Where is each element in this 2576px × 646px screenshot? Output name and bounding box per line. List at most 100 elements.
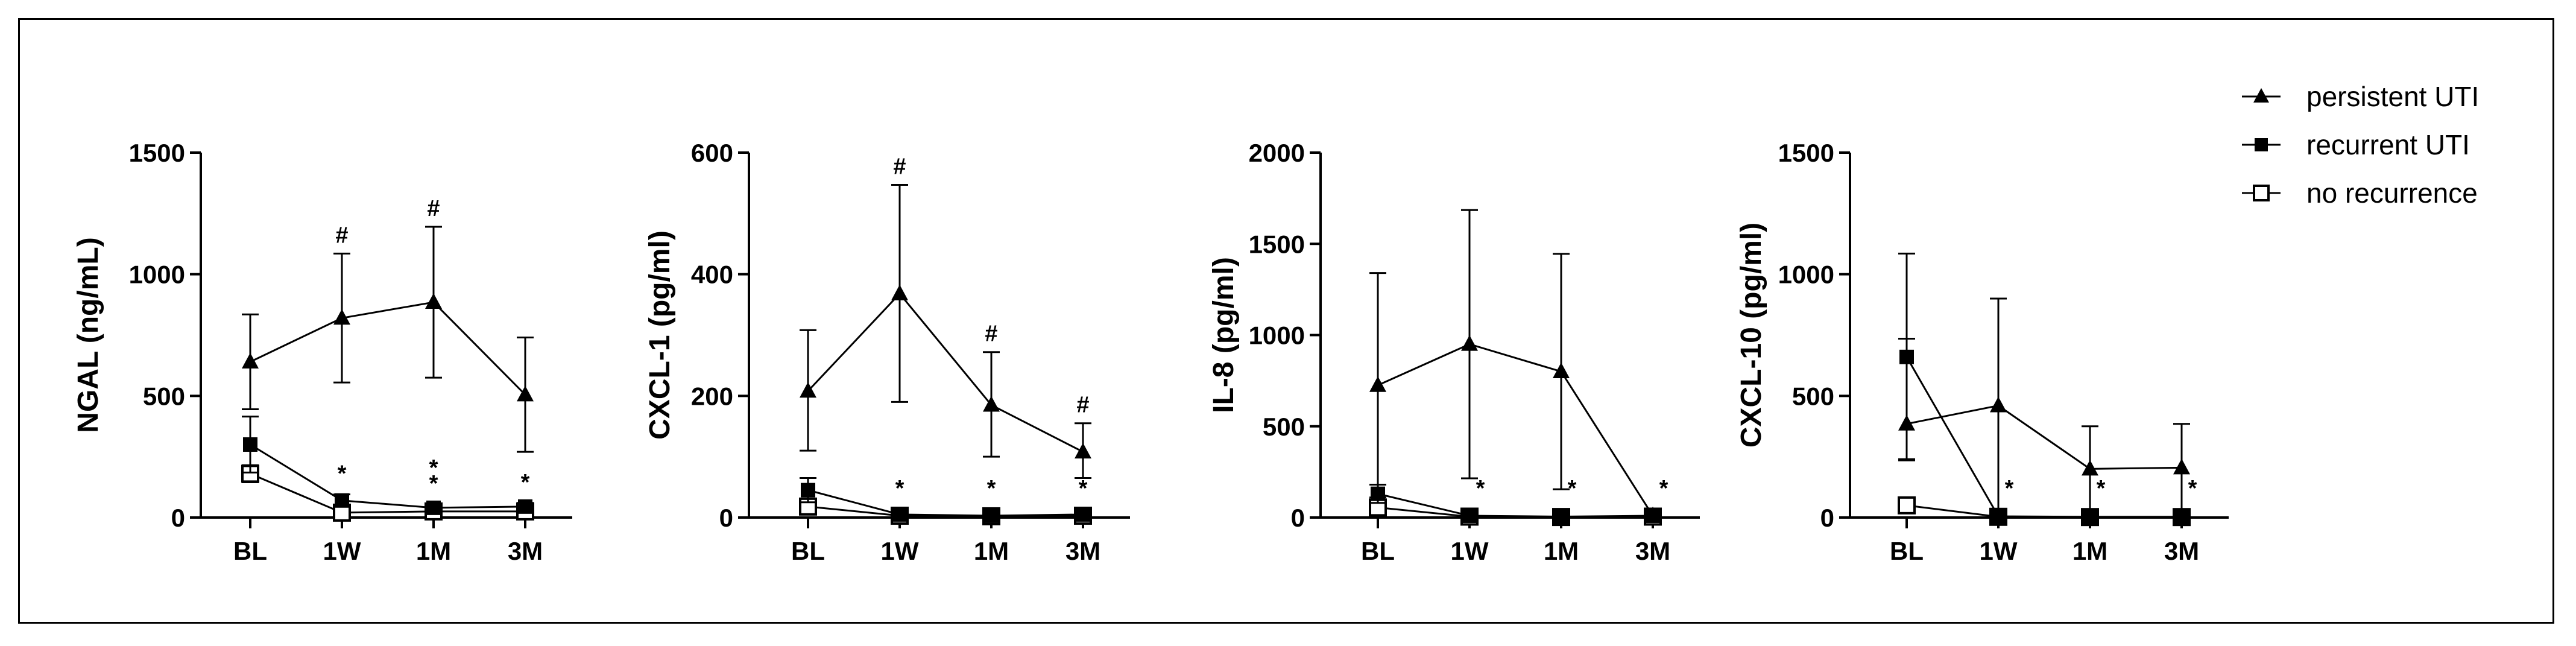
y-axis-title: NGAL (ng/mL)	[72, 237, 104, 432]
asterisk-annotation: *	[2188, 476, 2197, 501]
x-tick-label: 3M	[1065, 537, 1100, 565]
y-tick-label: 500	[1792, 382, 1834, 410]
series-recurrent-uti	[1898, 252, 2189, 524]
x-tick-label: BL	[1890, 537, 1924, 565]
asterisk-annotation: *	[2005, 476, 2014, 501]
x-tick-label: 1W	[881, 537, 919, 565]
legend-item-persistent-uti: persistent UTI	[2242, 81, 2479, 112]
data-point	[1554, 509, 1568, 524]
data-point	[333, 309, 350, 325]
y-tick-label: 0	[171, 504, 185, 532]
x-tick-label: 1W	[323, 537, 361, 565]
data-point	[800, 382, 816, 398]
asterisk-annotation: *	[895, 476, 904, 501]
data-point	[1461, 335, 1478, 351]
hash-annotation: #	[335, 223, 348, 248]
series-persistent-uti	[1898, 297, 2190, 513]
series-recurrent-uti	[800, 477, 1091, 523]
y-tick-label: 1000	[1778, 261, 1834, 289]
x-tick-label: 3M	[508, 537, 543, 565]
series-line	[807, 505, 1084, 518]
y-tick-label: 0	[719, 504, 733, 532]
legend-label: recurrent UTI	[2306, 129, 2470, 160]
data-point	[984, 508, 999, 523]
data-point	[1644, 506, 1661, 522]
y-tick-label: 200	[691, 382, 733, 410]
data-point	[1898, 414, 1915, 431]
data-point	[1369, 376, 1386, 392]
data-point	[983, 396, 1000, 412]
series-no-recurrence	[799, 497, 1092, 525]
data-point	[518, 499, 532, 514]
y-tick-label: 600	[691, 139, 733, 167]
x-tick-label: 1M	[2072, 537, 2107, 565]
data-point	[1990, 396, 2007, 413]
y-tick-label: 1000	[1249, 321, 1305, 350]
x-tick-label: 1M	[1544, 537, 1579, 565]
data-point	[801, 483, 815, 498]
il8-chart-panel: 0 500 1000 1500 2000 BL 1W 1M 3M IL-8 (pg/ml) * * *	[1208, 139, 1700, 565]
hash-annotation: #	[1076, 393, 1089, 418]
data-point	[2082, 460, 2098, 476]
series-line	[1377, 343, 1654, 516]
data-point	[426, 500, 441, 515]
series-line	[1906, 504, 2182, 518]
x-tick-label: 1W	[1980, 537, 2018, 565]
x-tick-label: BL	[1361, 537, 1395, 565]
data-point	[892, 507, 907, 522]
series-persistent-uti	[1369, 209, 1661, 522]
chart-legend: persistent UTI recurrent UTI no recurren…	[2242, 81, 2479, 209]
triangle-marker-icon	[2253, 88, 2269, 103]
y-tick-label: 500	[143, 382, 185, 410]
data-point	[517, 385, 534, 402]
x-tick-label: 1M	[974, 537, 1009, 565]
data-point	[1462, 508, 1477, 523]
series-line	[807, 292, 1084, 453]
y-tick-label: 400	[691, 261, 733, 289]
data-point	[242, 352, 259, 369]
open-square-marker-icon	[2253, 185, 2270, 201]
figure-frame	[18, 18, 2554, 624]
series-persistent-uti	[242, 226, 534, 453]
x-tick-label: 1W	[1451, 537, 1489, 565]
legend-label: no recurrence	[2306, 177, 2478, 209]
asterisk-annotation: *	[987, 476, 996, 501]
asterisk-annotation: *	[429, 471, 438, 496]
series-line	[250, 473, 525, 514]
series-line	[250, 443, 526, 509]
cxcl10-chart-panel: 0 500 1000 1500 BL 1W 1M 3M CXCL-10 (pg/ml) * * *	[1735, 139, 2229, 565]
hash-annotation: #	[893, 154, 906, 179]
asterisk-annotation: *	[1476, 476, 1485, 501]
legend-item-no-recurrence: no recurrence	[2242, 177, 2478, 209]
y-tick-label: 0	[1820, 504, 1834, 532]
data-point	[335, 493, 349, 508]
series-line	[807, 489, 1084, 517]
data-point	[2173, 458, 2190, 475]
series-line	[250, 301, 526, 396]
y-tick-label: 1500	[1249, 230, 1305, 258]
x-tick-label: 3M	[2164, 537, 2199, 565]
filled-square-marker-icon	[2255, 138, 2268, 151]
series-line	[1377, 493, 1653, 518]
y-tick-label: 2000	[1249, 139, 1305, 167]
asterisk-annotation: *	[1568, 476, 1577, 501]
data-point	[1898, 496, 1916, 515]
asterisk-annotation: *	[1659, 476, 1668, 501]
data-point	[425, 293, 442, 309]
data-point	[1076, 507, 1090, 522]
y-tick-label: 1500	[129, 139, 185, 167]
series-line	[1906, 404, 2182, 470]
legend-item-recurrent-uti: recurrent UTI	[2242, 129, 2470, 160]
series-persistent-uti	[800, 183, 1091, 479]
x-tick-label: BL	[233, 537, 267, 565]
y-tick-label: 0	[1291, 504, 1305, 532]
asterisk-annotation: *	[2097, 476, 2106, 501]
data-point	[1991, 508, 2006, 524]
series-no-recurrence	[1898, 496, 2191, 527]
asterisk-annotation: *	[521, 470, 530, 495]
y-axis-title: CXCL-10 (pg/ml)	[1735, 223, 1767, 448]
x-tick-label: 3M	[1635, 537, 1670, 565]
series-no-recurrence	[241, 464, 534, 522]
x-tick-label: BL	[791, 537, 825, 565]
